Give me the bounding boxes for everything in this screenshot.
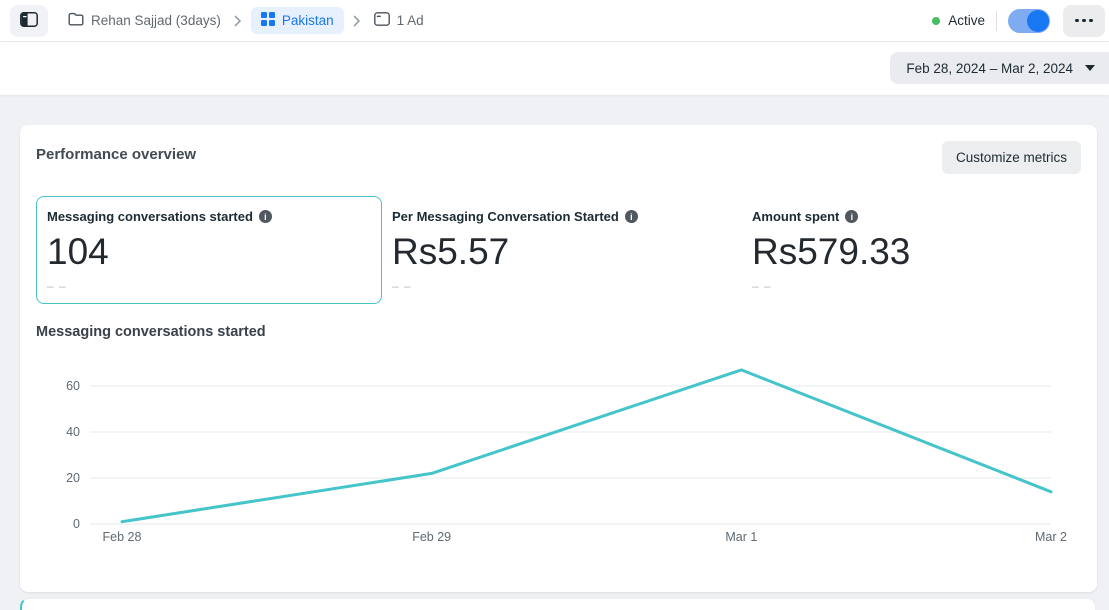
y-axis-tick-label: 20 [66,471,80,485]
more-options-button[interactable] [1063,4,1105,37]
breadcrumb-label: Rehan Sajjad (3days) [91,13,221,28]
breadcrumb-ad[interactable]: 1 Ad [370,8,428,33]
divider [996,10,997,31]
next-section-card [20,597,1097,610]
card-header: Performance overview Customize metrics [36,141,1081,174]
main-content: Performance overview Customize metrics M… [0,95,1109,592]
folder-icon [68,12,84,29]
metric-label-row: Amount spent i [752,209,1071,224]
info-icon[interactable]: i [845,210,859,223]
sidebar-panel-icon [20,11,38,30]
chart-area: 0 20 40 60 Feb 28 Feb 29 Mar 1 Mar 2 [36,350,1081,565]
ellipsis-icon [1075,18,1093,23]
top-bar: Rehan Sajjad (3days) Pakistan [0,0,1109,42]
metric-label-row: Messaging conversations started i [47,209,371,224]
breadcrumb: Rehan Sajjad (3days) Pakistan [64,7,932,34]
date-range-label: Feb 28, 2024 – Mar 2, 2024 [906,60,1073,76]
metric-comparison: – – [47,279,67,293]
chevron-right-icon [353,15,361,27]
metric-value: Rs579.33 [752,231,911,272]
line-chart[interactable]: 0 20 40 60 Feb 28 Feb 29 Mar 1 Mar 2 [36,350,1073,565]
x-axis-tick-label: Mar 1 [725,530,757,544]
x-axis-tick-label: Feb 29 [412,530,451,544]
x-axis-tick-label: Feb 28 [103,530,142,544]
status-label: Active [948,13,985,28]
metric-value: 104 [47,231,109,272]
date-range-button[interactable]: Feb 28, 2024 – Mar 2, 2024 [890,52,1109,84]
ad-frame-icon [373,12,390,29]
y-axis-tick-label: 40 [66,425,80,439]
filter-bar: Feb 28, 2024 – Mar 2, 2024 [0,42,1109,95]
breadcrumb-label: 1 Ad [396,13,424,28]
metric-card[interactable]: Messaging conversations started i 104 – … [36,196,382,304]
y-axis-tick-label: 0 [73,517,80,531]
metric-label: Amount spent [752,209,840,224]
chart-title: Messaging conversations started [36,324,266,340]
breadcrumb-label: Pakistan [281,13,334,28]
status-dot-icon [932,16,941,25]
metric-comparison: – – [392,279,412,293]
customize-metrics-button[interactable]: Customize metrics [941,141,1081,174]
metric-value: Rs5.57 [392,231,510,272]
chart-line [120,368,1053,524]
metric-label: Messaging conversations started [47,209,253,224]
breadcrumb-adset[interactable]: Pakistan [250,7,344,34]
sidebar-toggle-button[interactable] [10,4,48,37]
page-title: Performance overview [36,146,197,163]
info-icon[interactable]: i [624,210,638,223]
x-axis-tick-label: Mar 2 [1035,530,1067,544]
y-axis-tick-label: 60 [66,379,80,393]
metric-comparison: – – [752,279,772,293]
metric-card[interactable]: Amount spent i Rs579.33 – – [742,196,1081,304]
metric-label: Per Messaging Conversation Started [392,209,619,224]
metric-card[interactable]: Per Messaging Conversation Started i Rs5… [382,196,742,304]
metrics-row: Messaging conversations started i 104 – … [36,196,1081,304]
caret-down-icon [1085,65,1095,71]
chevron-right-icon [234,15,242,27]
grid-icon [260,12,275,29]
breadcrumb-campaign[interactable]: Rehan Sajjad (3days) [64,8,225,33]
toggle-knob [1027,9,1049,32]
info-icon[interactable]: i [258,210,272,223]
status-toggle[interactable] [1008,8,1050,33]
performance-overview-card: Performance overview Customize metrics M… [20,125,1097,592]
delivery-status: Active [932,13,985,28]
metric-label-row: Per Messaging Conversation Started i [392,209,732,224]
